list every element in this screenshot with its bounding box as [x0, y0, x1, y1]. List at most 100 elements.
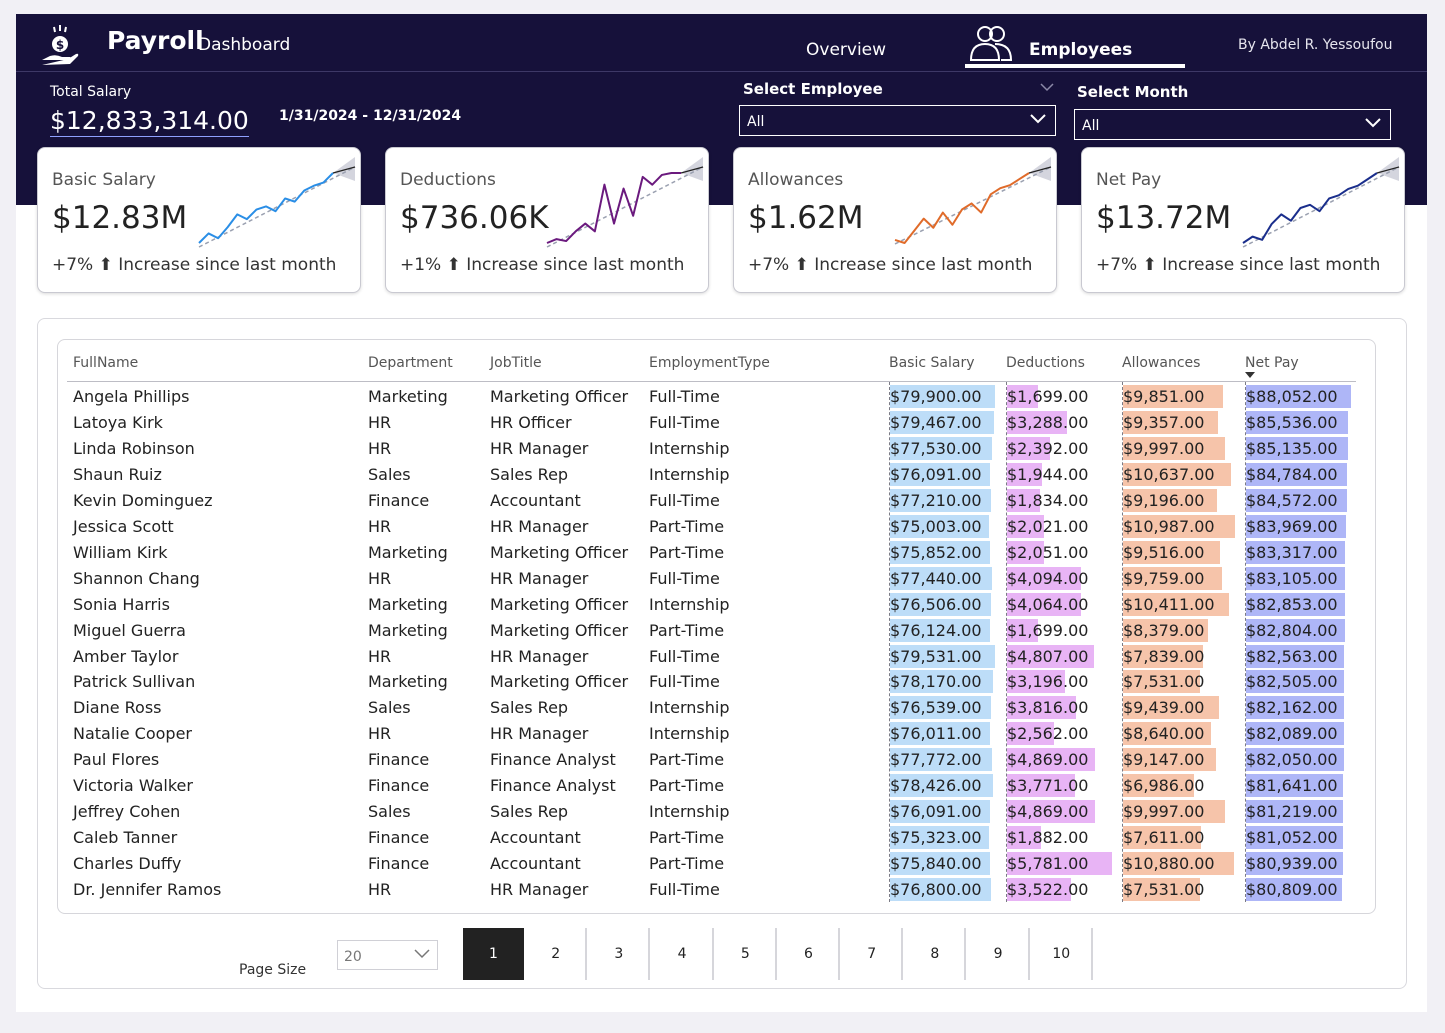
databar-basic — [890, 385, 995, 408]
page-button-8[interactable]: 8 — [905, 928, 967, 980]
table-row[interactable]: Amber Taylor HR HR Manager Full-Time $79,531… — [58, 644, 1377, 670]
cell-dept: HR — [368, 646, 392, 666]
cell-net: $80,939.00 — [1246, 854, 1338, 874]
databar-net — [1246, 826, 1343, 850]
table-row[interactable]: Miguel Guerra Marketing Marketing Officer P… — [58, 618, 1377, 644]
cell-job: HR Manager — [490, 724, 589, 744]
databar-ded — [1007, 852, 1112, 876]
table-row[interactable]: Patrick Sullivan Marketing Marketing Offic… — [58, 669, 1377, 695]
page-button-7[interactable]: 7 — [842, 928, 904, 980]
table-row[interactable]: Shaun Ruiz Sales Sales Rep Internship $76,09… — [58, 462, 1377, 488]
databar-allow — [1123, 410, 1218, 434]
cell-name: Dr. Jennifer Ramos — [73, 880, 222, 900]
column-header-basic-salary[interactable]: Basic Salary — [889, 355, 975, 371]
table-row[interactable]: Kevin Dominguez Finance Accountant Full-Tim… — [58, 488, 1377, 514]
cell-type: Part-Time — [649, 854, 725, 874]
cell-allow: $9,439.00 — [1123, 698, 1205, 718]
sort-desc-icon[interactable] — [1245, 372, 1255, 378]
table-row[interactable]: Diane Ross Sales Sales Rep Internship $76,53… — [58, 695, 1377, 721]
cell-type: Internship — [649, 438, 730, 458]
tab-employees[interactable]: Employees — [1029, 40, 1133, 60]
table-row[interactable]: Sonia Harris Marketing Marketing Officer In… — [58, 592, 1377, 618]
cell-type: Internship — [649, 698, 730, 718]
cell-type: Part-Time — [649, 750, 725, 770]
cell-job: Marketing Officer — [490, 387, 629, 406]
cell-net: $83,317.00 — [1246, 542, 1338, 562]
cell-net: $82,505.00 — [1246, 672, 1338, 692]
table-row[interactable]: Caleb Tanner Finance Accountant Part-Time $7… — [58, 825, 1377, 851]
column-header-jobtitle[interactable]: JobTitle — [490, 355, 542, 371]
table-row[interactable]: Latoya Kirk HR HR Officer Full-Time $79,467.… — [58, 410, 1377, 436]
cell-ded: $3,522.00 — [1007, 880, 1089, 900]
cell-net: $85,135.00 — [1246, 438, 1338, 458]
kpi-sparkline — [894, 157, 1052, 245]
page-size-dropdown[interactable]: 20 — [337, 940, 438, 970]
cell-allow: $9,997.00 — [1123, 438, 1205, 458]
cell-type: Full-Time — [649, 490, 720, 510]
page-button-6[interactable]: 6 — [779, 928, 840, 980]
table-row[interactable]: William Kirk Marketing Marketing Officer Pa… — [58, 540, 1377, 566]
employee-slicer-dropdown[interactable]: All — [739, 105, 1056, 136]
cell-job: Finance Analyst — [490, 776, 616, 796]
column-header-fullname[interactable]: FullName — [73, 355, 139, 371]
table-row[interactable]: Victoria Walker Finance Finance Analyst Par… — [58, 773, 1377, 799]
column-header-department[interactable]: Department — [368, 355, 453, 371]
column-header-allowances[interactable]: Allowances — [1122, 355, 1201, 371]
table-row[interactable]: Linda Robinson HR HR Manager Internship $77,… — [58, 436, 1377, 462]
table-row[interactable]: Jessica Scott HR HR Manager Part-Time $75,00… — [58, 514, 1377, 540]
cell-ded: $4,869.00 — [1007, 802, 1089, 822]
employee-slicer-label: Select Employee — [743, 80, 883, 98]
trend-line — [198, 166, 356, 248]
table-row[interactable]: Paul Flores Finance Finance Analyst Part-Ti… — [58, 747, 1377, 773]
tab-overview[interactable]: Overview — [806, 40, 887, 60]
page-button-1[interactable]: 1 — [463, 928, 524, 980]
databar-allow — [1123, 748, 1216, 772]
chevron-down-icon[interactable] — [1040, 82, 1054, 92]
databar-basic — [890, 462, 990, 486]
cell-basic: $75,840.00 — [890, 854, 982, 874]
page-button-9[interactable]: 9 — [969, 928, 1030, 980]
cell-name: Shannon Chang — [73, 568, 200, 588]
databar-net — [1246, 774, 1343, 798]
table-row[interactable]: Jeffrey Cohen Sales Sales Rep Internship $76… — [58, 799, 1377, 825]
databar-net — [1246, 878, 1342, 902]
employee-table-card: FullName Department JobTitle EmploymentT… — [37, 318, 1407, 989]
cell-net: $84,784.00 — [1246, 464, 1338, 484]
cell-net: $83,105.00 — [1246, 568, 1338, 588]
page-button-5[interactable]: 5 — [716, 928, 777, 980]
cell-type: Part-Time — [649, 542, 725, 562]
kpi-title: Allowances — [748, 170, 844, 190]
page-button-4[interactable]: 4 — [653, 928, 714, 980]
table-row[interactable]: Shannon Chang HR HR Manager Full-Time $77,44… — [58, 566, 1377, 592]
cell-job: Sales Rep — [490, 698, 569, 718]
cell-net: $82,804.00 — [1246, 620, 1338, 640]
cell-allow: $8,640.00 — [1123, 724, 1205, 744]
page-button-10[interactable]: 10 — [1032, 928, 1093, 980]
cell-dept: Sales — [368, 698, 411, 718]
cell-ded: $2,021.00 — [1007, 516, 1089, 536]
column-divider — [1006, 382, 1007, 902]
cell-type: Internship — [649, 802, 730, 822]
table-row[interactable]: Natalie Cooper HR HR Manager Internship $76,… — [58, 721, 1377, 747]
cell-basic: $78,170.00 — [890, 672, 982, 692]
month-slicer-dropdown[interactable]: All — [1074, 109, 1391, 140]
databar-basic — [890, 722, 990, 746]
table-row[interactable]: Angela Phillips Marketing Marketing Office… — [58, 384, 1377, 410]
kpi-trend: +1% ⬆ Increase since last month — [400, 255, 685, 275]
month-slicer-value: All — [1082, 118, 1100, 134]
forecast-line — [1376, 166, 1400, 174]
cell-dept: HR — [368, 880, 392, 900]
page-button-3[interactable]: 3 — [589, 928, 651, 980]
table-row[interactable]: Dr. Jennifer Ramos HR HR Manager Full-Time $… — [58, 877, 1377, 903]
cell-basic: $77,530.00 — [890, 438, 982, 458]
databar-net — [1246, 800, 1343, 824]
column-header-employmenttype[interactable]: EmploymentType — [649, 355, 770, 371]
table-row[interactable]: Charles Duffy Finance Accountant Part-Time $… — [58, 851, 1377, 877]
column-header-deductions[interactable]: Deductions — [1006, 355, 1085, 371]
cell-name: William Kirk — [73, 542, 168, 562]
cell-ded: $1,699.00 — [1007, 387, 1089, 406]
column-header-net-pay[interactable]: Net Pay — [1245, 355, 1299, 371]
page-button-2[interactable]: 2 — [526, 928, 588, 980]
cell-name: Victoria Walker — [73, 776, 193, 796]
databar-net — [1246, 514, 1346, 538]
